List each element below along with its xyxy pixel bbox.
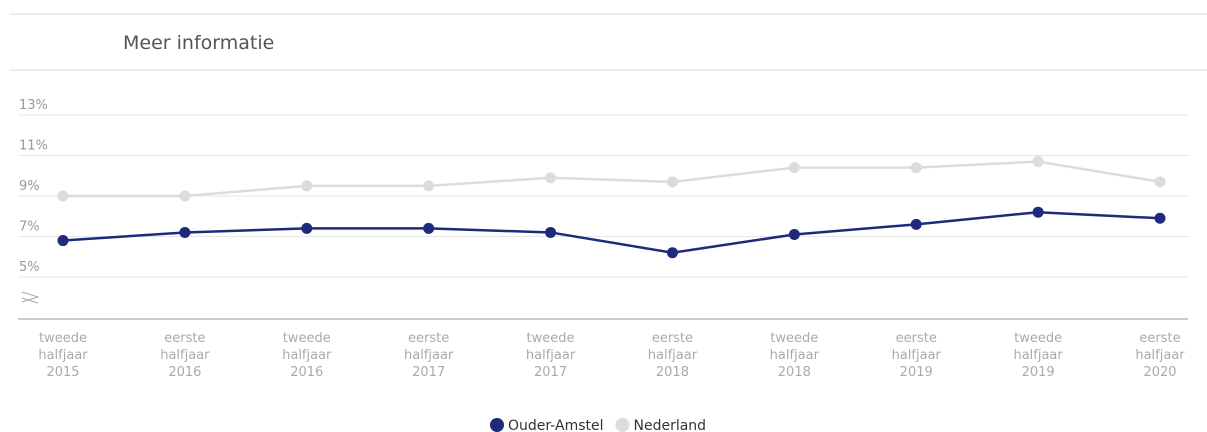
data-point	[57, 190, 69, 202]
x-tick-label: tweede halfjaar 2018	[769, 331, 819, 380]
data-point	[1032, 206, 1044, 218]
data-point	[910, 162, 922, 174]
legend-label: Nederland	[634, 418, 707, 432]
data-point	[179, 190, 191, 202]
x-tick-label: eerste halfjaar 2020	[1135, 331, 1185, 380]
y-tick-label: 7%	[19, 220, 40, 235]
header-title: Meer informatie	[123, 32, 274, 54]
data-point	[545, 226, 557, 238]
data-point	[423, 180, 435, 192]
x-tick-label: tweede halfjaar 2019	[1013, 331, 1063, 380]
x-tick-label: eerste halfjaar 2016	[160, 331, 210, 380]
legend-label: Ouder-Amstel	[508, 418, 604, 432]
y-tick-label: 13%	[19, 98, 48, 113]
x-tick-label: eerste halfjaar 2018	[647, 331, 698, 380]
data-point	[666, 176, 678, 188]
data-point	[423, 222, 435, 234]
data-point	[788, 162, 800, 174]
x-tick-label: tweede halfjaar 2015	[38, 331, 88, 380]
y-tick-label: 11%	[19, 139, 48, 154]
x-tick-label: eerste halfjaar 2017	[404, 331, 454, 380]
series-line	[63, 160, 1161, 198]
data-point	[1154, 176, 1166, 188]
data-point	[179, 226, 191, 238]
legend-marker	[490, 418, 504, 432]
data-point	[1032, 156, 1044, 168]
data-point	[1154, 212, 1166, 224]
x-tick-label: tweede halfjaar 2017	[525, 331, 576, 380]
y-tick-label: 9%	[19, 179, 40, 194]
x-tick-label: eerste halfjaar 2019	[891, 331, 941, 380]
data-point	[545, 172, 557, 184]
data-point	[910, 218, 922, 230]
data-point	[301, 180, 313, 192]
axis-break	[21, 291, 40, 304]
legend-marker	[615, 418, 630, 432]
data-point	[301, 222, 313, 234]
data-point	[788, 228, 800, 240]
series-line	[62, 210, 1161, 254]
data-point	[666, 247, 678, 259]
x-tick-label: tweede halfjaar 2016	[282, 331, 332, 380]
y-tick-label: 5%	[19, 260, 40, 275]
data-point	[57, 235, 69, 247]
